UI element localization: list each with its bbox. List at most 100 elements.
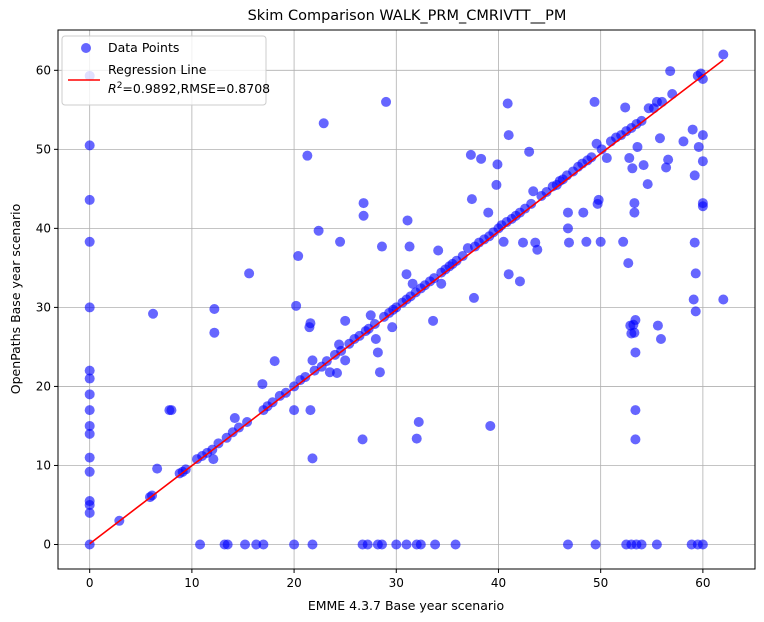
- data-point: [689, 170, 700, 181]
- data-point: [581, 236, 592, 247]
- data-point: [233, 422, 244, 433]
- data-point: [84, 466, 95, 477]
- data-point: [340, 355, 351, 366]
- data-point: [524, 146, 535, 157]
- data-point: [411, 433, 422, 444]
- data-point: [665, 66, 676, 77]
- data-point: [267, 397, 278, 408]
- data-point: [593, 194, 604, 205]
- y-tick-label: 0: [43, 538, 51, 552]
- axis-ticks: 0 10 20 30 40 50 60 0 10 20 30 40 50 60: [36, 63, 711, 590]
- data-point: [387, 322, 398, 333]
- data-point: [376, 241, 387, 252]
- data-point: [307, 453, 318, 464]
- data-point: [492, 159, 503, 170]
- data-point: [636, 539, 647, 550]
- data-point: [466, 194, 477, 205]
- data-point: [468, 292, 479, 303]
- data-point: [618, 236, 629, 247]
- data-point: [651, 539, 662, 550]
- data-point: [289, 405, 300, 416]
- data-point: [84, 507, 95, 518]
- data-point: [391, 539, 402, 550]
- data-point: [652, 320, 663, 331]
- data-point: [562, 207, 573, 218]
- data-point: [84, 140, 95, 151]
- data-point: [562, 539, 573, 550]
- legend-stats-r: R: [108, 81, 117, 96]
- data-point: [357, 434, 368, 445]
- x-tick-label: 0: [86, 576, 94, 590]
- data-point: [208, 454, 219, 465]
- data-point: [528, 186, 539, 197]
- data-point: [374, 367, 385, 378]
- x-tick-label: 40: [491, 576, 506, 590]
- data-point: [485, 420, 496, 431]
- data-point: [369, 319, 380, 329]
- data-point: [483, 207, 494, 218]
- data-point: [689, 237, 700, 248]
- data-point: [590, 539, 601, 550]
- data-point: [152, 463, 163, 474]
- data-point: [362, 539, 373, 550]
- legend-marker-data-points: [81, 43, 91, 53]
- data-point: [620, 102, 631, 113]
- data-point: [413, 417, 424, 427]
- data-point: [84, 236, 95, 247]
- data-point: [630, 405, 641, 416]
- data-point: [629, 207, 640, 218]
- data-point: [148, 308, 159, 319]
- data-point: [718, 49, 729, 60]
- data-point: [251, 539, 262, 550]
- data-point: [630, 434, 641, 445]
- data-point: [503, 269, 514, 280]
- data-point: [229, 413, 240, 424]
- legend: Data Points Regression Line R2=0.9892,RM…: [61, 35, 270, 106]
- data-point: [289, 539, 300, 550]
- data-point: [307, 355, 318, 366]
- data-point: [642, 179, 653, 190]
- data-point: [661, 162, 672, 173]
- data-point: [257, 379, 268, 390]
- x-tick-label: 50: [593, 576, 608, 590]
- data-point: [84, 496, 95, 507]
- data-point: [690, 306, 701, 317]
- data-point: [436, 278, 447, 289]
- data-point: [476, 153, 487, 164]
- data-point: [84, 405, 95, 416]
- data-point: [222, 539, 233, 550]
- x-tick-label: 60: [695, 576, 710, 590]
- data-point: [655, 334, 666, 345]
- data-point: [697, 201, 708, 212]
- data-point: [195, 539, 206, 550]
- data-point: [526, 198, 537, 209]
- x-axis-label: EMME 4.3.7 Base year scenario: [308, 598, 504, 613]
- data-point: [678, 136, 689, 147]
- y-axis-label: OpenPaths Base year scenario: [8, 204, 23, 395]
- data-point: [307, 539, 318, 550]
- x-tick-label: 30: [389, 576, 404, 590]
- data-point: [562, 223, 573, 234]
- data-point: [84, 428, 95, 439]
- data-point: [532, 244, 543, 255]
- data-point: [630, 347, 641, 358]
- plot-frame: [57, 29, 756, 570]
- data-point: [630, 315, 641, 326]
- data-point: [693, 141, 704, 152]
- data-point: [601, 153, 612, 164]
- data-point: [305, 318, 316, 329]
- data-point: [429, 273, 440, 284]
- data-point: [376, 539, 387, 550]
- data-point: [502, 98, 513, 109]
- y-tick-label: 50: [36, 142, 51, 156]
- y-tick-label: 30: [36, 300, 51, 314]
- data-point: [84, 302, 95, 313]
- data-point: [632, 141, 643, 152]
- data-point: [332, 368, 343, 378]
- data-point: [697, 74, 708, 84]
- data-point: [627, 163, 638, 174]
- data-point: [687, 124, 698, 135]
- data-point: [269, 356, 280, 367]
- data-point: [663, 154, 674, 165]
